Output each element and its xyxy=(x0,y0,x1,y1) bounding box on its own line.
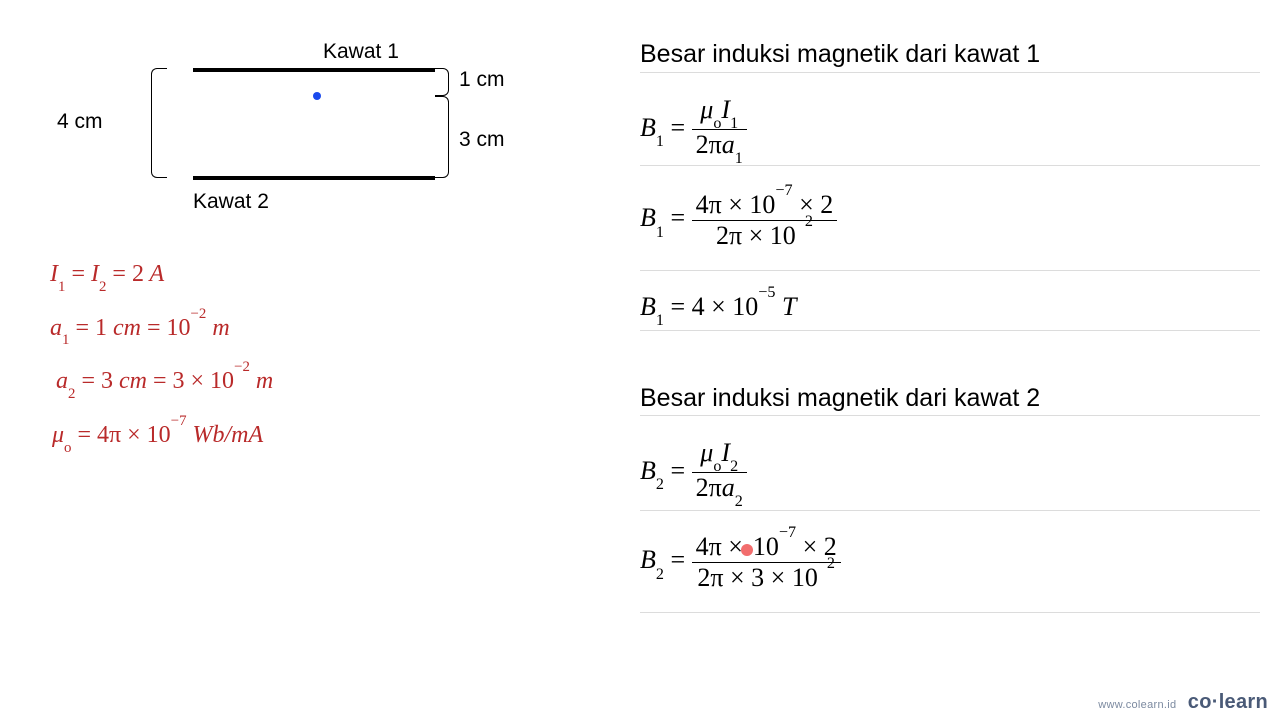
eq-B1-numbers: B1 = 4π × 10−7 × 2 2π × 10−2 xyxy=(640,190,837,251)
heading-2: Besar induksi magnetik dari kawat 2 xyxy=(640,384,1040,413)
label-1cm: 1 cm xyxy=(459,68,505,92)
givens: I1 = I2 = 2 A a1 = 1 cm = 10−2 m a2 = 3 … xyxy=(50,262,273,476)
rule xyxy=(640,612,1260,613)
wire-1 xyxy=(193,68,435,72)
given-mu: μo = 4π × 10−7 Wb/mA xyxy=(50,422,273,452)
heading-1: Besar induksi magnetik dari kawat 1 xyxy=(640,40,1040,69)
highlight-dot xyxy=(741,544,753,556)
bracket-left xyxy=(151,68,167,178)
diagram: Kawat 1 Kawat 2 4 cm 1 cm 3 cm xyxy=(55,46,555,226)
bracket-right-bot xyxy=(435,96,449,178)
rule xyxy=(640,165,1260,166)
rule xyxy=(640,72,1260,73)
eq-B2-formula: B2 = μoI2 2πa2 xyxy=(640,438,747,507)
point-P xyxy=(313,92,321,100)
rule xyxy=(640,415,1260,416)
rule xyxy=(640,330,1260,331)
page: Kawat 1 Kawat 2 4 cm 1 cm 3 cm I1 = I2 =… xyxy=(0,0,1280,720)
given-a1: a1 = 1 cm = 10−2 m xyxy=(50,315,273,345)
label-4cm: 4 cm xyxy=(57,110,103,134)
footer-url: www.colearn.id xyxy=(1098,699,1176,711)
eq-B2-numbers: B2 = 4π ×10−7 × 2 2π × 3 × 10−2 xyxy=(640,532,841,593)
rule xyxy=(640,270,1260,271)
eq-B1-formula: B1 = μoI1 2πa1 xyxy=(640,95,747,164)
wire1-label: Kawat 1 xyxy=(323,40,399,64)
wire2-label: Kawat 2 xyxy=(193,190,269,214)
wire-2 xyxy=(193,176,435,180)
given-a2: a2 = 3 cm = 3 × 10−2 m xyxy=(50,368,273,398)
label-3cm: 3 cm xyxy=(459,128,505,152)
footer: www.colearn.id co·learn xyxy=(1098,691,1268,714)
rule xyxy=(640,510,1260,511)
bracket-right-top xyxy=(435,68,449,96)
footer-brand: co·learn xyxy=(1188,691,1268,713)
eq-B1-result: B1 = 4 × 10−5 T xyxy=(640,292,796,326)
given-I: I1 = I2 = 2 A xyxy=(50,262,273,291)
